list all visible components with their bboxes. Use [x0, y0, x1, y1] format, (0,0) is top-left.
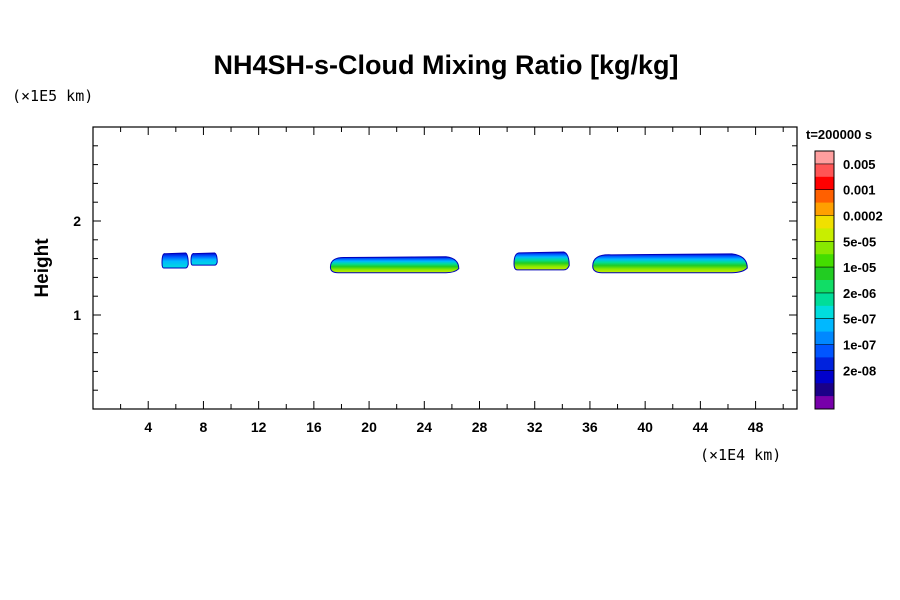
colorbar-swatch: [815, 267, 834, 281]
colorbar-swatch: [815, 202, 834, 216]
x-tick-label: 24: [417, 419, 433, 435]
x-tick-label: 20: [361, 419, 377, 435]
colorbar-swatch: [815, 215, 834, 229]
cloud-region-1: [161, 252, 189, 269]
colorbar-label: 0.0002: [843, 209, 883, 224]
y-tick-label: 2: [73, 213, 81, 229]
colorbar-swatch: [815, 241, 834, 255]
colorbar-swatch: [815, 305, 834, 320]
plot-frame: [92, 126, 798, 410]
cloud-region-2: [190, 252, 218, 266]
x-tick-label: 8: [200, 419, 208, 435]
colorbar-swatch: [815, 228, 834, 242]
x-tick-label: 32: [527, 419, 543, 435]
chart-title: NH4SH-s-Cloud Mixing Ratio [kg/kg]: [214, 50, 679, 80]
colorbar-label: 0.005: [843, 157, 876, 172]
colorbar-label: 2e-06: [843, 286, 876, 301]
colorbar-label: 5e-05: [843, 234, 876, 249]
colorbar-swatch: [815, 280, 834, 294]
colorbar-swatch: [815, 344, 834, 358]
colorbar-swatch: [815, 396, 834, 410]
time-label: t=200000 s: [806, 127, 872, 142]
colorbar-swatch: [815, 163, 834, 178]
x-unit-label: (×1E4 km): [700, 446, 781, 464]
colorbar-swatch: [815, 254, 834, 268]
colorbar-label: 2e-08: [843, 363, 876, 378]
x-tick-label: 40: [637, 419, 653, 435]
colorbar-swatch: [815, 331, 834, 345]
x-tick-label: 12: [251, 419, 267, 435]
colorbar-swatch: [815, 176, 834, 191]
colorbar-frame: [814, 150, 835, 410]
colorbar-swatch: [815, 292, 834, 307]
x-tick-label: 48: [748, 419, 764, 435]
x-tick-label: 16: [306, 419, 322, 435]
cloud-region-3: [329, 256, 460, 274]
x-tick-label: 44: [693, 419, 709, 435]
colorbar: 0.005 0.001 0.0002 5e-05 1e-05 2e-06 5e-07 1e-0…: [814, 150, 883, 410]
colorbar-label: 1e-07: [843, 338, 876, 353]
x-tick-label: 36: [582, 419, 598, 435]
colorbar-swatch: [815, 370, 834, 384]
x-tick-label: 28: [472, 419, 488, 435]
colorbar-label: 5e-07: [843, 312, 876, 327]
colorbar-swatch: [815, 357, 834, 371]
colorbar-swatch: [815, 151, 834, 165]
colorbar-label: 1e-05: [843, 260, 876, 275]
y-unit-label: (×1E5 km): [12, 87, 93, 105]
colorbar-label: 0.001: [843, 183, 876, 198]
colorbar-swatch: [815, 383, 834, 397]
x-tick-label: 4: [144, 419, 152, 435]
cloud-region-4: [513, 251, 570, 271]
colorbar-swatch: [815, 318, 834, 333]
y-tick-label: 1: [73, 307, 81, 323]
colorbar-swatch: [815, 189, 834, 204]
y-axis-label: Height: [32, 238, 53, 298]
cloud-region-5: [592, 253, 748, 274]
